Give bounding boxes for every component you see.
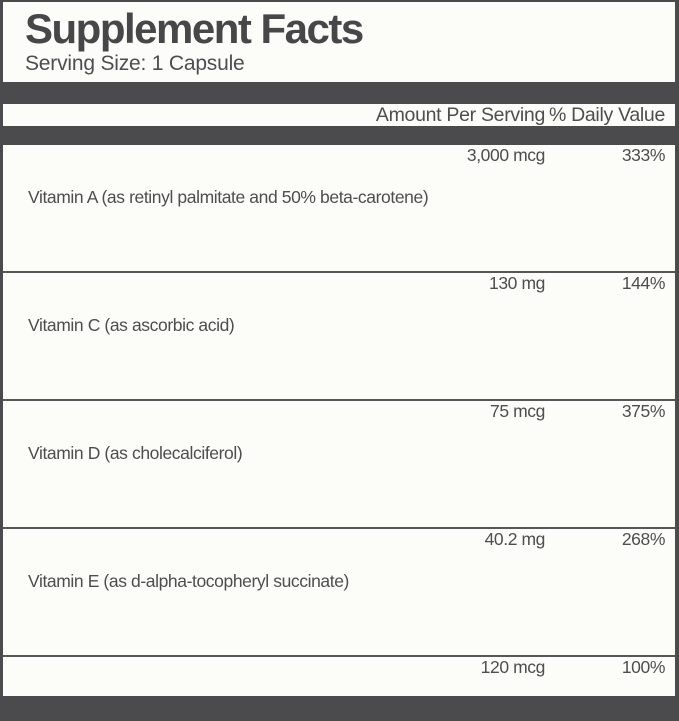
nutrient-name: Vitamin D (as cholecalciferol) [28,443,243,463]
nutrient-amount: 120 mcg [480,657,546,677]
divider-band-top [3,82,675,104]
nutrient-daily-value: 333% [621,145,666,165]
nutrient-daily-value: 100% [621,657,666,677]
serving-size: Serving Size: 1 Capsule [25,52,245,76]
nutrient-amount: 130 mg [489,273,545,293]
page-title: Supplement Facts [25,5,364,52]
nutrient-amount: 40.2 mg [484,529,546,549]
table-row: Vitamin C (as ascorbic acid) 130 mg 144% [3,271,675,399]
table-row: Vitamin D (as cholecalciferol) 75 mcg 37… [3,399,675,527]
column-header-daily-value: % Daily Value [548,104,665,126]
nutrient-daily-value: 268% [621,529,666,549]
column-header-amount: Amount Per Serving [375,104,545,126]
divider-band-header [3,126,675,145]
table-row: Vitamin A (as retinyl palmitate and 50% … [3,145,675,271]
table-row: Vitamin E (as d-alpha-tocopheryl succina… [3,527,675,655]
title-box: Supplement Facts Serving Size: 1 Capsule [3,2,675,82]
nutrient-daily-value: 144% [621,273,666,293]
divider-band-bottom [3,696,675,721]
table-row: Vitamin K (as phylloquinone) 120 mcg 100… [3,655,675,696]
nutrient-table: Vitamin A (as retinyl palmitate and 50% … [3,145,675,696]
nutrient-daily-value: 375% [621,401,666,421]
nutrient-name: Vitamin K (as phylloquinone) [28,657,370,696]
table-header: Amount Per Serving % Daily Value [3,104,675,126]
nutrient-amount: 75 mcg [490,401,545,421]
nutrient-name: Vitamin E (as d-alpha-tocopheryl succina… [28,571,349,591]
nutrient-amount: 3,000 mcg [466,145,546,165]
nutrient-name: Vitamin A (as retinyl palmitate and 50% … [28,187,429,207]
nutrient-name: Vitamin C (as ascorbic acid) [28,315,235,335]
